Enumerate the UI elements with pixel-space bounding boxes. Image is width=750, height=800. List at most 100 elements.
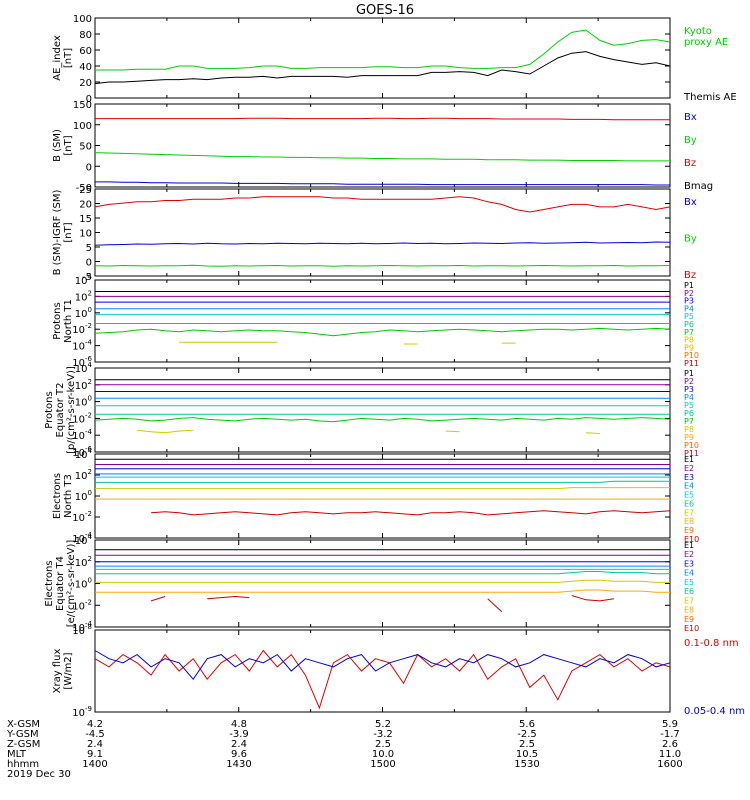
legend-label: E2 bbox=[684, 550, 694, 559]
series-line-0.05-0.4-nm bbox=[94, 650, 671, 681]
series-line-kyoto-proxy-ae bbox=[95, 29, 671, 71]
y-axis-label: B (SM)-IGRF (SM) bbox=[52, 190, 63, 276]
y-tick-label: 100 bbox=[73, 14, 92, 25]
footer-value: 9.1 bbox=[87, 749, 103, 760]
y-tick-label: 100 bbox=[75, 489, 92, 503]
footer-value: 2.6 bbox=[662, 739, 678, 750]
legend-label: P7 bbox=[684, 417, 694, 426]
legend-label: P3 bbox=[684, 297, 694, 306]
footer-value: -4.5 bbox=[85, 729, 105, 740]
legend-label: P6 bbox=[684, 409, 694, 418]
series-line-e6 bbox=[95, 571, 670, 575]
legend-label: P9 bbox=[684, 343, 694, 352]
legend-label: P1 bbox=[684, 369, 694, 378]
legend-label: proxy AE bbox=[684, 37, 728, 48]
series-line-p8 bbox=[179, 341, 516, 345]
legend-label: P4 bbox=[684, 304, 694, 313]
y-tick-label: 0 bbox=[86, 94, 92, 105]
series-line-bz bbox=[94, 196, 671, 213]
y-tick-label: 100 bbox=[75, 306, 92, 320]
panel-frame bbox=[94, 367, 671, 453]
y-tick-label: 104 bbox=[75, 273, 93, 287]
footer-value: 5.6 bbox=[519, 719, 535, 730]
footer-value: -3.2 bbox=[373, 729, 393, 740]
legend-label: P1 bbox=[684, 281, 694, 290]
panel-frame bbox=[94, 629, 671, 713]
y-axis-label: [nT] bbox=[63, 48, 74, 68]
legend-label: E8 bbox=[684, 606, 694, 615]
footer-value: 9.6 bbox=[231, 749, 247, 760]
legend-label: By bbox=[684, 234, 697, 245]
legend-label: E6 bbox=[684, 587, 694, 596]
legend-label: E9 bbox=[684, 615, 694, 624]
y-axis-label: North T1 bbox=[63, 299, 74, 343]
legend-label: P5 bbox=[684, 312, 694, 321]
y-axis-label: [nT] bbox=[63, 135, 74, 155]
series-line-e6 bbox=[95, 480, 670, 483]
footer-date: 2019 Dec 30 bbox=[7, 769, 71, 780]
footer-row-label: MLT bbox=[7, 749, 27, 760]
plot-title: GOES-16 bbox=[356, 3, 414, 18]
footer-value: 2.5 bbox=[375, 739, 391, 750]
legend-label: By bbox=[684, 135, 697, 146]
y-axis-label: [W/m2] bbox=[63, 652, 74, 689]
footer-value: 2.4 bbox=[87, 739, 103, 750]
legend-label: E10 bbox=[684, 624, 699, 633]
panel-2: 150 100 50 0 -50 B (SM) [nT] Bx By Bz Bmag bbox=[52, 100, 713, 194]
y-tick-label: 102 bbox=[75, 289, 92, 303]
y-axis-label: AE_index bbox=[52, 35, 63, 81]
legend-label: Kyoto bbox=[684, 26, 712, 37]
footer-value: -2.5 bbox=[517, 729, 537, 740]
footer-row-label: Y-GSM bbox=[6, 729, 39, 740]
panel-8: 10-8 10-9 Xray flux [W/m2] 0.1-0.8 nm 0.05-0.… bbox=[52, 623, 745, 719]
legend-label: Bmag bbox=[684, 181, 713, 192]
y-tick-label: 10-8 bbox=[72, 623, 92, 637]
y-tick-label: 102 bbox=[75, 378, 92, 392]
footer-value: 1600 bbox=[657, 759, 682, 770]
series-line-p7 bbox=[94, 327, 671, 337]
y-axis-label: Protons bbox=[52, 302, 63, 339]
footer-value: 11.0 bbox=[659, 749, 681, 760]
y-tick-label: 15 bbox=[79, 214, 92, 225]
footer-value: 1500 bbox=[370, 759, 395, 770]
series-line-p8 bbox=[137, 429, 600, 434]
y-tick-label: 100 bbox=[75, 577, 92, 591]
series-line-themis-ae bbox=[94, 51, 671, 85]
legend-label: P8 bbox=[684, 336, 694, 345]
legend-label: P5 bbox=[684, 401, 694, 410]
series-line-bz bbox=[95, 117, 670, 121]
legend-label: E8 bbox=[684, 517, 694, 526]
legend-label: P7 bbox=[684, 328, 694, 337]
legend-label: 0.1-0.8 nm bbox=[684, 638, 739, 649]
y-axis-label: Electrons bbox=[44, 560, 55, 606]
y-tick-label: 60 bbox=[79, 46, 92, 57]
panel-frame bbox=[94, 103, 671, 188]
legend-label: Bx bbox=[684, 197, 697, 208]
legend-label: E7 bbox=[684, 596, 694, 605]
y-tick-label: 10-9 bbox=[72, 705, 92, 719]
footer-value: 10.5 bbox=[516, 749, 538, 760]
footer-value: 5.2 bbox=[375, 719, 391, 730]
series-line-e10 bbox=[150, 595, 614, 613]
y-axis-label: Equator T4 bbox=[55, 556, 66, 611]
footer-value: 1430 bbox=[226, 759, 251, 770]
legend-label: E6 bbox=[684, 499, 694, 508]
footer-row-label: Z-GSM bbox=[7, 739, 40, 750]
footer-value: 2.4 bbox=[231, 739, 247, 750]
y-tick-label: 0 bbox=[86, 162, 92, 173]
y-tick-label: 10-2 bbox=[72, 322, 92, 336]
footer-value: 5.9 bbox=[662, 719, 678, 730]
legend-label: Bz bbox=[684, 270, 696, 281]
footer-row-label: X-GSM bbox=[7, 719, 40, 730]
y-tick-label: -5 bbox=[82, 272, 92, 283]
legend-label: P2 bbox=[684, 289, 694, 298]
y-axis-label: North T3 bbox=[63, 474, 74, 518]
footer-value: 2.5 bbox=[519, 739, 535, 750]
y-tick-label: 104 bbox=[75, 533, 93, 547]
footer-row-label: hhmm bbox=[7, 759, 39, 770]
legend-label: P6 bbox=[684, 320, 694, 329]
